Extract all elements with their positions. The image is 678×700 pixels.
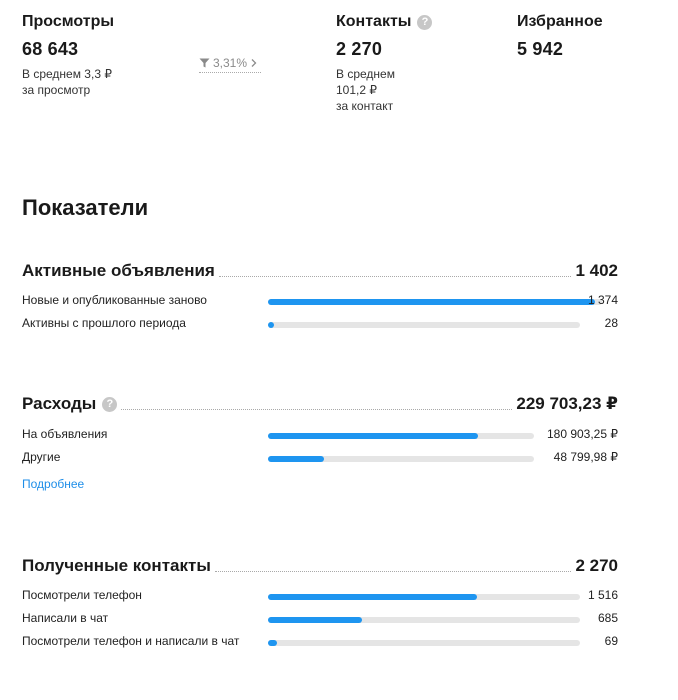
metric-row: Другие 48 799,98 ₽ bbox=[22, 447, 618, 470]
progress-bar bbox=[268, 433, 534, 439]
row-value: 48 799,98 ₽ bbox=[553, 450, 618, 464]
stat-contacts-sub-line3: за контакт bbox=[336, 99, 394, 113]
metric-row: Активны с прошлого периода 28 bbox=[22, 313, 618, 336]
conversion-link[interactable]: 3,31% bbox=[199, 56, 261, 73]
progress-fill bbox=[268, 322, 275, 328]
question-circle-icon[interactable]: ? bbox=[417, 14, 433, 30]
metric-header: Активные объявления 1 402 bbox=[22, 260, 618, 282]
progress-bar bbox=[268, 640, 580, 646]
row-label: На объявления bbox=[22, 427, 108, 441]
stat-views-sub-line1: В среднем 3,3 ₽ bbox=[22, 67, 112, 81]
row-value: 28 bbox=[604, 316, 618, 330]
progress-fill bbox=[268, 594, 478, 600]
progress-fill bbox=[268, 299, 596, 305]
progress-fill bbox=[268, 456, 324, 462]
metric-title: Расходы ? bbox=[22, 393, 118, 415]
progress-bar bbox=[268, 456, 534, 462]
metric-row: Новые и опубликованные заново 1 374 bbox=[22, 290, 618, 313]
progress-bar bbox=[268, 617, 580, 623]
stat-contacts-title-text: Контакты bbox=[336, 13, 412, 30]
stat-views-sub-line2: за просмотр bbox=[22, 83, 91, 97]
progress-fill bbox=[268, 617, 362, 623]
stat-contacts-sub-line2: 101,2 ₽ bbox=[336, 83, 377, 97]
metric-received-contacts: Полученные контакты 2 270 Посмотрели тел… bbox=[22, 555, 618, 667]
progress-fill bbox=[268, 640, 278, 646]
row-label: Написали в чат bbox=[22, 611, 109, 625]
metric-total: 1 402 bbox=[575, 261, 618, 280]
row-value: 1 374 bbox=[587, 293, 618, 307]
metric-row: На объявления 180 903,25 ₽ bbox=[22, 424, 618, 447]
section-title: Показатели bbox=[22, 195, 149, 220]
stat-contacts-sub-line1: В среднем bbox=[336, 67, 395, 81]
row-value: 1 516 bbox=[587, 588, 618, 602]
progress-bar bbox=[268, 299, 602, 305]
metric-header: Расходы ? 229 703,23 ₽ bbox=[22, 393, 618, 415]
funnel-icon bbox=[199, 58, 210, 68]
stat-favorites: Избранное 5 942 bbox=[517, 12, 603, 60]
stat-favorites-title: Избранное bbox=[517, 13, 603, 30]
stat-favorites-value: 5 942 bbox=[517, 39, 564, 59]
metric-active-ads: Активные объявления 1 402 Новые и опубли… bbox=[22, 260, 618, 336]
stat-contacts-sub: В среднем 101,2 ₽ за контакт bbox=[336, 66, 432, 114]
row-value: 685 bbox=[597, 611, 618, 625]
question-circle-icon[interactable]: ? bbox=[102, 396, 118, 412]
stat-views-title: Просмотры bbox=[22, 13, 115, 30]
conversion-value: 3,31% bbox=[213, 56, 248, 70]
chevron-right-icon bbox=[251, 59, 257, 67]
stat-views: Просмотры 68 643 В среднем 3,3 ₽ за прос… bbox=[22, 12, 114, 98]
stat-contacts-title: Контакты ? bbox=[336, 12, 433, 32]
row-label: Посмотрели телефон и написали в чат bbox=[22, 634, 240, 648]
stat-views-value: 68 643 bbox=[22, 39, 79, 59]
metric-row: Посмотрели телефон 1 516 bbox=[22, 585, 618, 608]
row-label: Новые и опубликованные заново bbox=[22, 293, 207, 307]
metric-title: Активные объявления bbox=[22, 261, 215, 280]
metric-expenses: Расходы ? 229 703,23 ₽ На объявления 180… bbox=[22, 393, 618, 493]
stat-contacts: Контакты ? 2 270 В среднем 101,2 ₽ за ко… bbox=[336, 12, 433, 114]
row-label: Активны с прошлого периода bbox=[22, 316, 186, 330]
metric-title-text: Расходы bbox=[22, 394, 97, 413]
stat-views-sub: В среднем 3,3 ₽ за просмотр bbox=[22, 66, 114, 98]
metric-title: Полученные контакты bbox=[22, 556, 211, 575]
leader-dots bbox=[121, 409, 513, 410]
row-value: 180 903,25 ₽ bbox=[546, 427, 618, 441]
metric-total: 2 270 bbox=[575, 556, 618, 575]
leader-dots bbox=[218, 276, 572, 277]
progress-bar bbox=[268, 594, 580, 600]
progress-fill bbox=[268, 433, 479, 439]
metric-row: Написали в чат 685 bbox=[22, 608, 618, 631]
row-value: 69 bbox=[604, 634, 618, 648]
metric-total: 229 703,23 ₽ bbox=[516, 394, 618, 413]
row-label: Посмотрели телефон bbox=[22, 588, 142, 602]
stat-contacts-value: 2 270 bbox=[336, 39, 383, 59]
details-link[interactable]: Подробнее bbox=[22, 477, 85, 491]
progress-bar bbox=[268, 322, 580, 328]
row-label: Другие bbox=[22, 450, 61, 464]
leader-dots bbox=[214, 571, 572, 572]
metric-header: Полученные контакты 2 270 bbox=[22, 555, 618, 577]
metric-row: Посмотрели телефон и написали в чат 69 bbox=[22, 631, 618, 667]
